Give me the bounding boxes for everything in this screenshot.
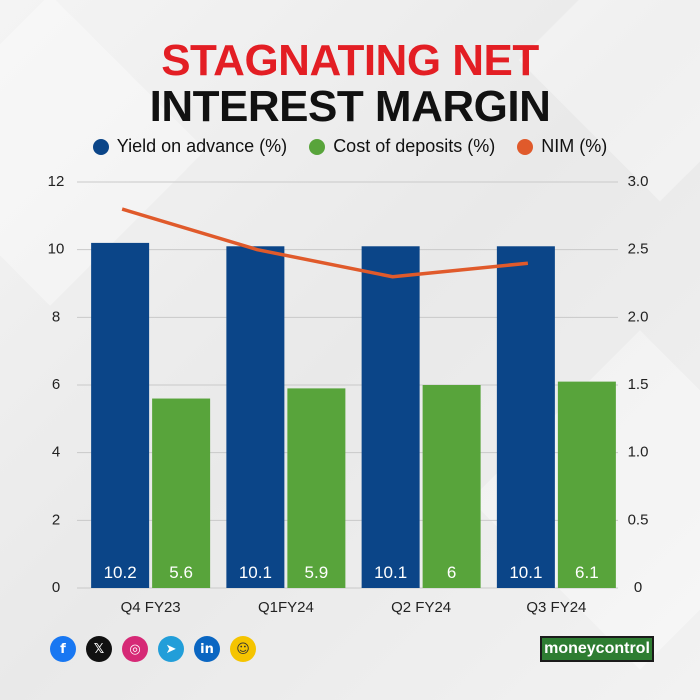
- x-tick-label: Q3 FY24: [526, 599, 586, 616]
- bar-yield: [361, 246, 420, 589]
- social-icons: f 𝕏 ◎ ➤ in ☺: [50, 636, 256, 662]
- bar-yield: [226, 246, 285, 589]
- legend-dot-nim: [517, 138, 534, 155]
- linkedin-icon[interactable]: in: [194, 636, 220, 662]
- legend-item-cost: Cost of deposits (%): [309, 136, 495, 157]
- legend-item-nim: NIM (%): [517, 136, 607, 157]
- y-left-tick-label: 10: [48, 241, 65, 258]
- x-tick-label: Q2 FY24: [391, 599, 451, 616]
- legend-label-yield: Yield on advance (%): [116, 136, 288, 156]
- telegram-icon[interactable]: ➤: [158, 636, 184, 662]
- bar-cost: [152, 398, 211, 588]
- y-left-tick-label: 6: [52, 376, 60, 393]
- bar-data-label: 6.1: [575, 563, 599, 582]
- chart-legend: Yield on advance (%) Cost of deposits (%…: [0, 136, 700, 157]
- bar-data-label: 5.9: [305, 563, 329, 582]
- x-tick-label: Q1FY24: [258, 599, 314, 616]
- chart-title-line2: INTEREST MARGIN: [149, 82, 551, 131]
- bar-yield: [496, 246, 555, 589]
- legend-label-cost: Cost of deposits (%): [333, 136, 496, 156]
- y-left-tick-label: 2: [52, 511, 60, 528]
- legend-dot-yield: [92, 138, 109, 155]
- x-icon[interactable]: 𝕏: [86, 636, 112, 662]
- bar-cost: [287, 388, 346, 588]
- bar-data-label: 10.1: [509, 563, 542, 582]
- bar-data-label: 10.2: [104, 563, 137, 582]
- instagram-icon[interactable]: ◎: [122, 636, 148, 662]
- legend-dot-cost: [309, 138, 326, 155]
- bar-cost: [422, 385, 481, 588]
- y-right-tick-label: 0.5: [628, 511, 649, 528]
- y-left-tick-label: 0: [52, 579, 60, 596]
- legend-label-nim: NIM (%): [541, 136, 608, 156]
- y-right-tick-label: 1.5: [628, 376, 649, 393]
- snapchat-icon[interactable]: ☺: [230, 636, 256, 662]
- chart-title-line1: STAGNATING NET: [161, 36, 539, 85]
- y-right-tick-label: 1.0: [628, 444, 649, 461]
- facebook-icon[interactable]: f: [50, 636, 76, 662]
- bar-cost: [557, 381, 616, 588]
- bar-data-label: 5.6: [169, 563, 193, 582]
- bar-yield: [91, 242, 150, 588]
- bar-data-label: 10.1: [374, 563, 407, 582]
- y-left-tick-label: 8: [52, 308, 60, 325]
- y-left-tick-label: 4: [52, 444, 60, 461]
- bar-data-label: 6: [447, 563, 456, 582]
- brand-logo: moneycontrol: [540, 636, 654, 662]
- y-right-tick-label: 2.5: [628, 241, 649, 258]
- y-right-tick-label: 0: [634, 579, 642, 596]
- nim-line: [121, 207, 529, 279]
- legend-item-yield: Yield on advance (%): [92, 136, 288, 157]
- x-tick-label: Q4 FY23: [121, 599, 181, 616]
- y-left-tick-label: 12: [48, 173, 65, 190]
- y-right-tick-label: 2.0: [628, 308, 649, 325]
- y-right-tick-label: 3.0: [628, 173, 649, 190]
- bar-data-label: 10.1: [239, 563, 272, 582]
